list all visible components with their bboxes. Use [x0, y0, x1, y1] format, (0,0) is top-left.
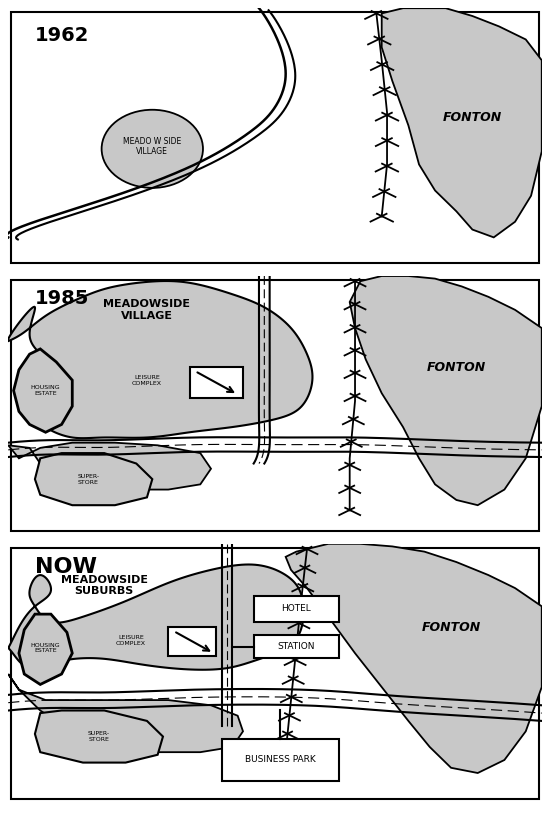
Text: HOUSING
ESTATE: HOUSING ESTATE — [31, 385, 60, 396]
Polygon shape — [8, 674, 243, 752]
Text: LEISURE
COMPLEX: LEISURE COMPLEX — [116, 635, 146, 645]
Text: 1985: 1985 — [35, 289, 89, 308]
Polygon shape — [350, 276, 542, 505]
Text: SUPER-
STORE: SUPER- STORE — [77, 473, 100, 485]
Polygon shape — [285, 544, 542, 773]
Polygon shape — [8, 281, 312, 438]
Text: MEADO W SIDE
VILLAGE: MEADO W SIDE VILLAGE — [123, 137, 182, 156]
Text: HOTEL: HOTEL — [282, 604, 311, 613]
Text: 1962: 1962 — [35, 26, 89, 45]
Text: BUSINESS PARK: BUSINESS PARK — [245, 755, 316, 764]
Bar — [254, 635, 339, 658]
Text: FONTON: FONTON — [427, 360, 486, 373]
Polygon shape — [35, 453, 152, 505]
Text: STATION: STATION — [278, 642, 315, 651]
Text: SUPER-
STORE: SUPER- STORE — [88, 731, 110, 742]
Polygon shape — [14, 349, 72, 432]
Bar — [190, 367, 243, 398]
Text: NOW: NOW — [35, 557, 97, 577]
Polygon shape — [8, 443, 211, 490]
Polygon shape — [19, 614, 72, 685]
Text: FONTON: FONTON — [443, 111, 502, 124]
Polygon shape — [35, 711, 163, 762]
Polygon shape — [382, 8, 542, 238]
Ellipse shape — [102, 110, 203, 188]
Text: MEADOWSIDE
SUBURBS: MEADOWSIDE SUBURBS — [61, 575, 148, 596]
Text: LEISURE
COMPLEX: LEISURE COMPLEX — [132, 375, 162, 386]
Bar — [254, 596, 339, 622]
Polygon shape — [8, 564, 304, 670]
Text: MEADOWSIDE
VILLAGE: MEADOWSIDE VILLAGE — [103, 299, 190, 321]
Bar — [168, 627, 216, 656]
Text: FONTON: FONTON — [421, 621, 481, 634]
Text: HOUSING
ESTATE: HOUSING ESTATE — [31, 643, 60, 654]
Bar — [222, 739, 339, 781]
